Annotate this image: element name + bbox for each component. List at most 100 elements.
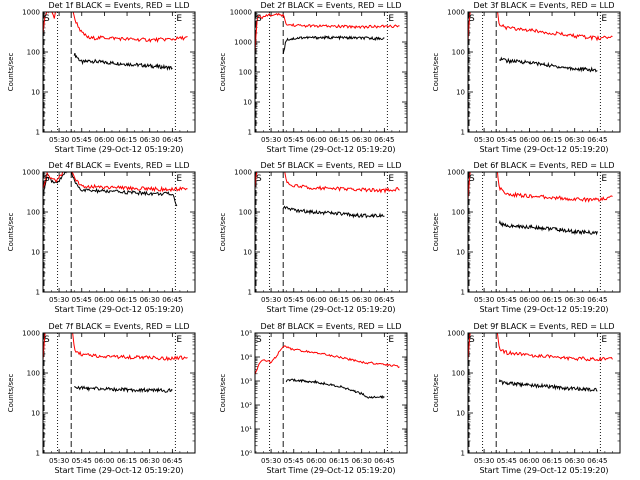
- lld-series-line: [43, 333, 188, 362]
- y-tick-label: 1: [36, 129, 40, 137]
- x-tick-label: 06:00: [519, 457, 539, 465]
- start-marker-label: S: [44, 14, 50, 24]
- end-marker-label: E: [388, 174, 394, 184]
- x-tick-label: 05:45: [284, 296, 304, 304]
- x-tick-label: 06:45: [587, 136, 607, 144]
- x-tick-label: 06:45: [374, 136, 394, 144]
- end-marker-label: E: [176, 174, 182, 184]
- start-marker-label: S: [256, 335, 262, 345]
- x-tick-label: 05:30: [261, 457, 281, 465]
- end-marker-label: E: [601, 14, 607, 24]
- events-series-line: [499, 56, 598, 73]
- y-tick-label: 1000: [22, 9, 40, 17]
- chart-panel: Det 4f BLACK = Events, RED = LLD Start Ti…: [7, 161, 196, 314]
- x-tick-label: 06:15: [117, 457, 137, 465]
- end-marker-label: E: [176, 14, 182, 24]
- y-axis-label: Counts/sec: [7, 213, 15, 252]
- plot-frame: [254, 11, 408, 133]
- chart-panel: Det 5f BLACK = Events, RED = LLD Start Ti…: [219, 161, 408, 314]
- lld-series-line: [468, 12, 613, 42]
- x-tick-label: 06:45: [587, 296, 607, 304]
- x-tick-label: 06:30: [140, 136, 160, 144]
- x-tick-label: 05:30: [261, 296, 281, 304]
- lld-series-line: [255, 12, 400, 52]
- x-tick-label: 05:30: [474, 457, 494, 465]
- chart-title: Det 6f BLACK = Events, RED = LLD: [473, 161, 614, 170]
- start-marker-label: S: [44, 335, 50, 345]
- plot-area: [255, 333, 400, 453]
- x-tick-label: 05:45: [497, 136, 517, 144]
- x-tick-label: 06:00: [306, 296, 326, 304]
- x-tick-label: 06:30: [140, 296, 160, 304]
- x-tick-label: 06:15: [329, 136, 349, 144]
- x-tick-label: 06:15: [117, 136, 137, 144]
- x-tick-label: 06:15: [329, 457, 349, 465]
- x-tick-label: 06:30: [140, 457, 160, 465]
- plot-area: [43, 333, 188, 453]
- y-tick-label: 100: [239, 69, 252, 77]
- x-tick-label: 06:45: [162, 296, 182, 304]
- y-tick-label: 10: [456, 249, 465, 257]
- plot-frame: [467, 171, 621, 293]
- chart-panel: Det 8f BLACK = Events, RED = LLD Start Ti…: [219, 322, 408, 475]
- x-tick-label: 06:30: [352, 457, 372, 465]
- plot-frame: [254, 332, 408, 454]
- y-axis-label: Counts/sec: [432, 213, 440, 252]
- x-tick-label: 06:30: [565, 457, 585, 465]
- x-tick-label: 06:15: [117, 296, 137, 304]
- chart-title: Det 9f BLACK = Events, RED = LLD: [473, 322, 614, 331]
- y-axis-label: Counts/sec: [432, 53, 440, 92]
- y-tick-label: 100: [452, 209, 465, 217]
- x-tick-label: 06:00: [94, 296, 114, 304]
- x-tick-label: 06:15: [542, 296, 562, 304]
- x-tick-label: 06:30: [565, 136, 585, 144]
- x-tick-label: 06:45: [162, 136, 182, 144]
- lld-series-line: [255, 345, 400, 375]
- x-tick-label: 06:00: [306, 457, 326, 465]
- plot-area: [255, 172, 400, 292]
- x-tick-label: 05:45: [72, 296, 92, 304]
- y-tick-label: 100: [452, 49, 465, 57]
- y-tick-label: 1000: [447, 330, 465, 338]
- start-marker-label: S: [469, 14, 475, 24]
- y-tick-label: 100: [239, 209, 252, 217]
- lld-series-line: [43, 172, 188, 193]
- x-tick-label: 06:45: [374, 457, 394, 465]
- x-tick-label: 06:00: [94, 136, 114, 144]
- y-tick-label: 1: [461, 450, 465, 458]
- lld-series-line: [468, 172, 613, 203]
- start-marker-label: S: [44, 174, 50, 184]
- x-tick-label: 05:30: [474, 296, 494, 304]
- events-series-line: [498, 220, 598, 236]
- x-tick-label: 06:00: [519, 296, 539, 304]
- lld-series-line: [255, 172, 400, 194]
- chart-title: Det 7f BLACK = Events, RED = LLD: [48, 322, 189, 331]
- y-axis-label: Counts/sec: [7, 53, 15, 92]
- y-tick-label: 1000: [22, 169, 40, 177]
- chart-panel: Det 3f BLACK = Events, RED = LLD Start Ti…: [432, 1, 621, 154]
- x-tick-label: 06:30: [565, 296, 585, 304]
- plot-frame: [254, 171, 408, 293]
- end-marker-label: E: [388, 14, 394, 24]
- y-tick-label: 1: [461, 289, 465, 297]
- x-tick-label: 06:45: [374, 296, 394, 304]
- x-axis-label: Start Time (29-Oct-12 05:19:20): [54, 145, 183, 154]
- y-tick-label: 1000: [447, 9, 465, 17]
- y-tick-label: 1: [248, 129, 252, 137]
- y-tick-label: 10: [456, 410, 465, 418]
- x-tick-label: 05:45: [284, 457, 304, 465]
- y-axis-label: Counts/sec: [432, 374, 440, 413]
- plot-frame: [42, 11, 196, 133]
- plot-area: [468, 12, 613, 132]
- x-tick-label: 06:15: [329, 296, 349, 304]
- x-tick-label: 05:45: [72, 136, 92, 144]
- x-tick-label: 05:45: [497, 296, 517, 304]
- x-axis-label: Start Time (29-Oct-12 05:19:20): [266, 466, 395, 475]
- y-tick-label: 10²: [240, 402, 252, 410]
- x-axis-label: Start Time (29-Oct-12 05:19:20): [266, 145, 395, 154]
- events-series-line: [282, 34, 385, 55]
- start-marker-label: S: [469, 335, 475, 345]
- chart-title: Det 5f BLACK = Events, RED = LLD: [260, 161, 401, 170]
- lld-series-line: [43, 12, 188, 43]
- y-tick-label: 1: [461, 129, 465, 137]
